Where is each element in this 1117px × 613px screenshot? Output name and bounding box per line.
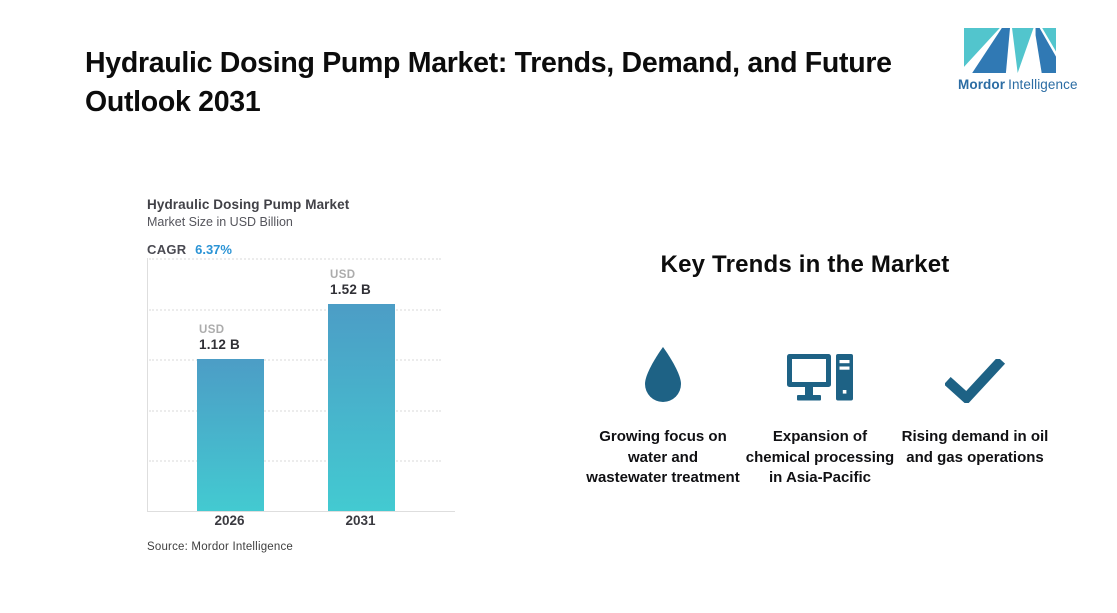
desktop-computer-icon: [787, 354, 853, 401]
page-title-line-2: Outlook 2031: [85, 86, 261, 118]
brand-logo: Mordor Intelligence: [958, 28, 1088, 92]
trend-item-oil-gas: Rising demand in oil and gas operations: [896, 340, 1054, 468]
trend-item-water-treatment: Growing focus on water and wastewater tr…: [586, 340, 740, 489]
gridline: [149, 308, 441, 311]
gridline: [149, 460, 441, 463]
page-title: Hydraulic Dosing Pump Market: Trends, De…: [85, 44, 965, 122]
cagr-value: 6.37%: [195, 242, 232, 257]
checkmark-icon: [945, 359, 1005, 403]
x-tick-2026: 2026: [214, 513, 245, 528]
water-drop-icon: [645, 347, 681, 402]
gridline: [149, 359, 441, 362]
cagr-row: CAGR 6.37%: [147, 242, 455, 257]
bar-label-prefix: USD: [330, 269, 356, 282]
brand-name: Mordor Intelligence: [958, 77, 1088, 92]
bar-chart-plot-area: USD 1.12 B USD 1.52 B: [147, 258, 455, 512]
cagr-label: CAGR: [147, 242, 187, 257]
brand-name-regular: Intelligence: [1008, 77, 1078, 92]
bar-label-value: 1.52 B: [330, 282, 371, 298]
bar-label-2026: USD 1.12 B: [199, 324, 240, 352]
bar-label-prefix: USD: [199, 323, 225, 336]
brand-name-bold: Mordor: [958, 77, 1006, 92]
trend-text: Growing focus on water and wastewater tr…: [586, 428, 740, 486]
trend-item-chemical-processing: Expansion of chemical processing in Asia…: [743, 340, 897, 489]
trend-text: Rising demand in oil and gas operations: [901, 428, 1049, 466]
bar-2026: USD 1.12 B: [197, 324, 264, 511]
chart-header: Hydraulic Dosing Pump Market Market Size…: [147, 197, 455, 257]
gridline: [149, 409, 441, 412]
source-note: Source: Mordor Intelligence: [147, 541, 294, 553]
trends-heading: Key Trends in the Market: [660, 251, 950, 278]
chart-subtitle: Market Size in USD Billion: [147, 215, 293, 229]
mordor-intelligence-logo-icon: [964, 28, 1056, 73]
gridline: [149, 258, 441, 260]
x-tick-2031: 2031: [345, 513, 376, 528]
x-axis-labels: 2026 2031: [147, 513, 455, 533]
bar-2031: USD 1.52 B: [328, 269, 395, 511]
bar-label-2031: USD 1.52 B: [330, 269, 371, 297]
bar-label-value: 1.12 B: [199, 336, 240, 352]
trend-text: Expansion of chemical processing in Asia…: [745, 428, 895, 486]
chart-title: Hydraulic Dosing Pump Market: [147, 197, 350, 212]
page-title-line-1: Hydraulic Dosing Pump Market: Trends, De…: [85, 47, 892, 79]
